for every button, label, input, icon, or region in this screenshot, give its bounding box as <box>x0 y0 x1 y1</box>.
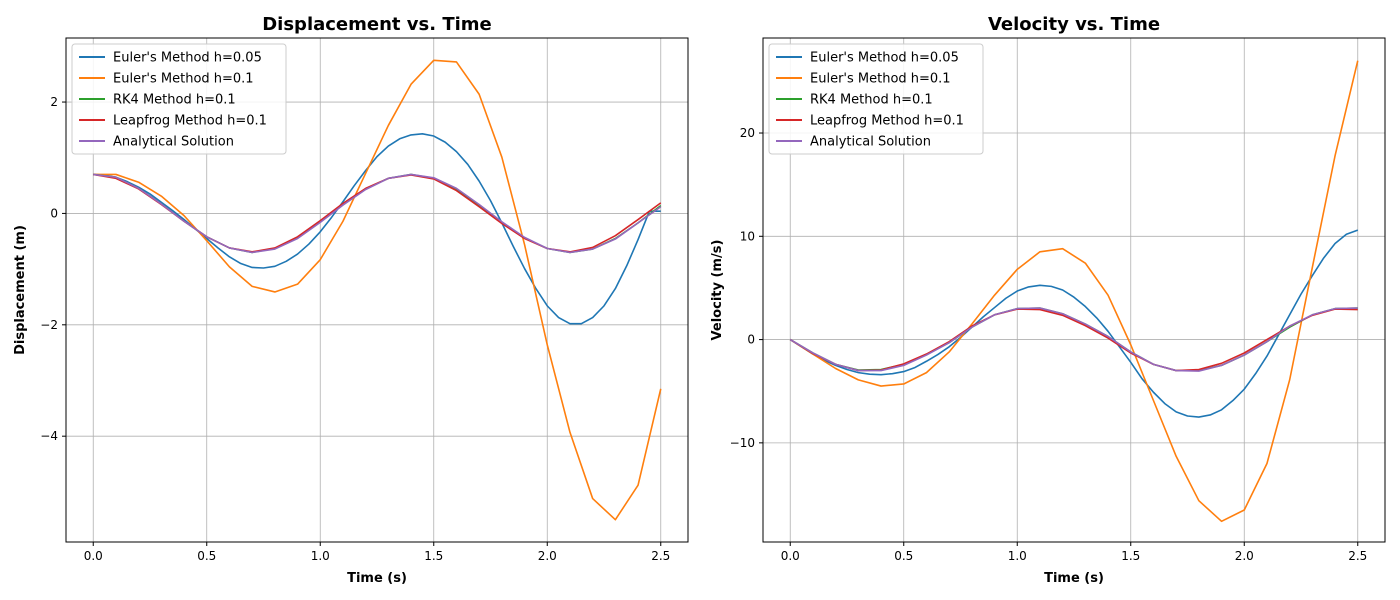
velocity-x-tick-label: 1.5 <box>1121 549 1140 563</box>
displacement-x-tick-label: 1.5 <box>424 549 443 563</box>
displacement-chart: 0.0 0.5 1.0 1.5 2.0 2.5 −4 −2 0 2 Displacement vs.… <box>13 14 689 586</box>
displacement-x-tick-label: 0.5 <box>197 549 216 563</box>
velocity-x-tick-label: 1.0 <box>1008 549 1027 563</box>
displacement-y-axis-label: Displacement (m) <box>13 225 28 355</box>
velocity-y-axis-label: Velocity (m/s) <box>710 240 725 341</box>
displacement-x-tick-label: 0.0 <box>84 549 103 563</box>
displacement-legend: Euler's Method h=0.05 Euler's Method h=0.… <box>71 43 287 155</box>
velocity-legend-label-5: Analytical Solution <box>810 135 931 150</box>
displacement-plot-frame <box>65 37 689 543</box>
velocity-chart: 0.0 0.5 1.0 1.5 2.0 2.5 −10 0 10 20 Velocity vs. T… <box>710 14 1386 586</box>
velocity-legend-label-4: Leapfrog Method h=0.1 <box>810 114 964 129</box>
velocity-y-tick-label: 0 <box>747 333 755 347</box>
velocity-x-tick-label: 0.5 <box>894 549 913 563</box>
velocity-x-tick-label: 2.5 <box>1348 549 1367 563</box>
velocity-legend-label-3: RK4 Method h=0.1 <box>810 93 933 108</box>
displacement-series-line-2 <box>93 59 662 521</box>
displacement-legend-label-4: Leapfrog Method h=0.1 <box>113 114 267 129</box>
displacement-legend-label-1: Euler's Method h=0.05 <box>113 51 262 66</box>
velocity-x-axis-label: Time (s) <box>1044 571 1104 586</box>
displacement-y-tick-label: −4 <box>40 429 58 443</box>
displacement-legend-label-3: RK4 Method h=0.1 <box>113 93 236 108</box>
displacement-legend-box <box>71 43 287 155</box>
displacement-series-line-5 <box>93 173 662 254</box>
velocity-legend-box <box>768 43 984 155</box>
velocity-y-tick-label: 10 <box>740 229 755 243</box>
displacement-y-tick-label: 0 <box>50 206 58 220</box>
velocity-series-line-2 <box>789 60 1359 523</box>
velocity-y-tick-label: 20 <box>740 126 755 140</box>
displacement-x-tick-label: 2.5 <box>651 549 670 563</box>
velocity-x-tick-label: 0.0 <box>781 549 800 563</box>
velocity-x-tick-label: 2.0 <box>1235 549 1254 563</box>
displacement-x-tick-label: 2.0 <box>538 549 557 563</box>
velocity-chart-title: Velocity vs. Time <box>988 14 1160 35</box>
displacement-y-tick-label: 2 <box>50 95 58 109</box>
velocity-y-tick-label: −10 <box>730 436 755 450</box>
velocity-legend-label-1: Euler's Method h=0.05 <box>810 51 959 66</box>
displacement-series-line-1 <box>93 132 661 325</box>
displacement-y-tick-label: −2 <box>40 318 58 332</box>
displacement-legend-label-2: Euler's Method h=0.1 <box>113 72 254 87</box>
displacement-chart-title: Displacement vs. Time <box>262 14 492 35</box>
displacement-legend-label-5: Analytical Solution <box>113 135 234 150</box>
velocity-legend: Euler's Method h=0.05 Euler's Method h=0.… <box>768 43 984 155</box>
velocity-series-line-5 <box>789 307 1358 372</box>
displacement-x-tick-label: 1.0 <box>311 549 330 563</box>
displacement-x-axis-label: Time (s) <box>347 571 407 586</box>
velocity-series-line-1 <box>789 229 1359 418</box>
velocity-legend-label-2: Euler's Method h=0.1 <box>810 72 951 87</box>
velocity-plot-frame <box>762 37 1386 543</box>
